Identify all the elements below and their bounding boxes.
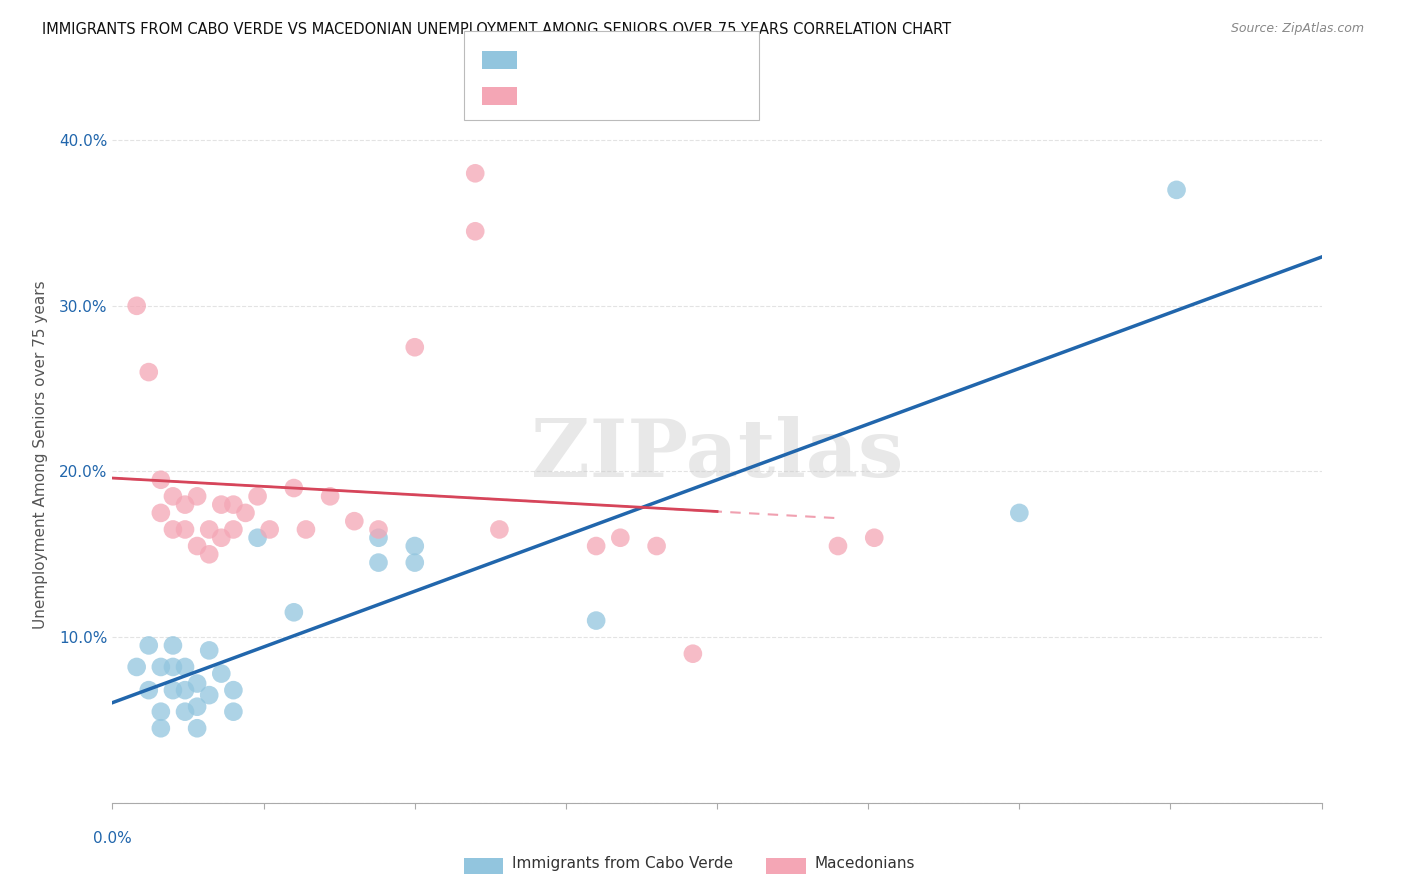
Point <box>198 523 221 537</box>
Point <box>585 614 607 628</box>
Point <box>149 660 172 674</box>
Text: R =: R = <box>527 89 561 103</box>
Point <box>209 498 232 512</box>
Point <box>162 660 184 674</box>
Point <box>246 489 269 503</box>
Point <box>186 676 208 690</box>
Point <box>464 224 486 238</box>
Point <box>174 705 197 719</box>
Point <box>367 531 389 545</box>
Point <box>343 514 366 528</box>
Point <box>174 660 197 674</box>
Point <box>295 523 318 537</box>
Point <box>162 489 184 503</box>
Point <box>198 547 221 561</box>
Point <box>186 489 208 503</box>
Text: ZIPatlas: ZIPatlas <box>531 416 903 494</box>
Point <box>222 705 245 719</box>
Point <box>149 705 172 719</box>
Text: Macedonians: Macedonians <box>814 856 914 871</box>
Point <box>186 699 208 714</box>
Text: 0.0%: 0.0% <box>93 830 132 846</box>
Point <box>222 683 245 698</box>
Point <box>138 683 160 698</box>
Point <box>464 166 486 180</box>
Point <box>149 506 172 520</box>
Point <box>174 683 197 698</box>
Point <box>162 683 184 698</box>
Point <box>609 531 631 545</box>
Point <box>209 531 232 545</box>
Point <box>682 647 704 661</box>
Text: Immigrants from Cabo Verde: Immigrants from Cabo Verde <box>512 856 733 871</box>
Point <box>174 498 197 512</box>
Text: IMMIGRANTS FROM CABO VERDE VS MACEDONIAN UNEMPLOYMENT AMONG SENIORS OVER 75 YEAR: IMMIGRANTS FROM CABO VERDE VS MACEDONIAN… <box>42 22 952 37</box>
Point <box>863 531 886 545</box>
Text: 0.713: 0.713 <box>555 53 603 68</box>
Y-axis label: Unemployment Among Seniors over 75 years: Unemployment Among Seniors over 75 years <box>32 281 48 629</box>
Point <box>138 365 160 379</box>
Point <box>198 643 221 657</box>
Point <box>222 498 245 512</box>
Point <box>404 539 426 553</box>
Point <box>162 639 184 653</box>
Text: R =: R = <box>527 53 561 68</box>
Point <box>186 539 208 553</box>
Point <box>283 605 305 619</box>
Point <box>125 299 148 313</box>
Point <box>1166 183 1188 197</box>
Point <box>246 531 269 545</box>
Point <box>1008 506 1031 520</box>
Text: Source: ZipAtlas.com: Source: ZipAtlas.com <box>1230 22 1364 36</box>
Point <box>827 539 849 553</box>
Point <box>149 473 172 487</box>
Point <box>222 523 245 537</box>
Point <box>198 688 221 702</box>
Point <box>149 721 172 735</box>
Point <box>174 523 197 537</box>
Point <box>319 489 342 503</box>
Point <box>404 556 426 570</box>
Text: N =: N = <box>612 53 641 68</box>
Point <box>283 481 305 495</box>
Point <box>138 639 160 653</box>
Point <box>367 556 389 570</box>
Text: 34: 34 <box>650 89 671 103</box>
Point <box>186 721 208 735</box>
Point <box>259 523 281 537</box>
Text: 0.649: 0.649 <box>555 89 603 103</box>
Point <box>209 666 232 681</box>
Text: 29: 29 <box>650 53 671 68</box>
Point <box>404 340 426 354</box>
Point <box>585 539 607 553</box>
Point <box>367 523 389 537</box>
Point <box>235 506 257 520</box>
Point <box>162 523 184 537</box>
Text: N =: N = <box>612 89 641 103</box>
Point <box>125 660 148 674</box>
Point <box>645 539 668 553</box>
Point <box>488 523 510 537</box>
